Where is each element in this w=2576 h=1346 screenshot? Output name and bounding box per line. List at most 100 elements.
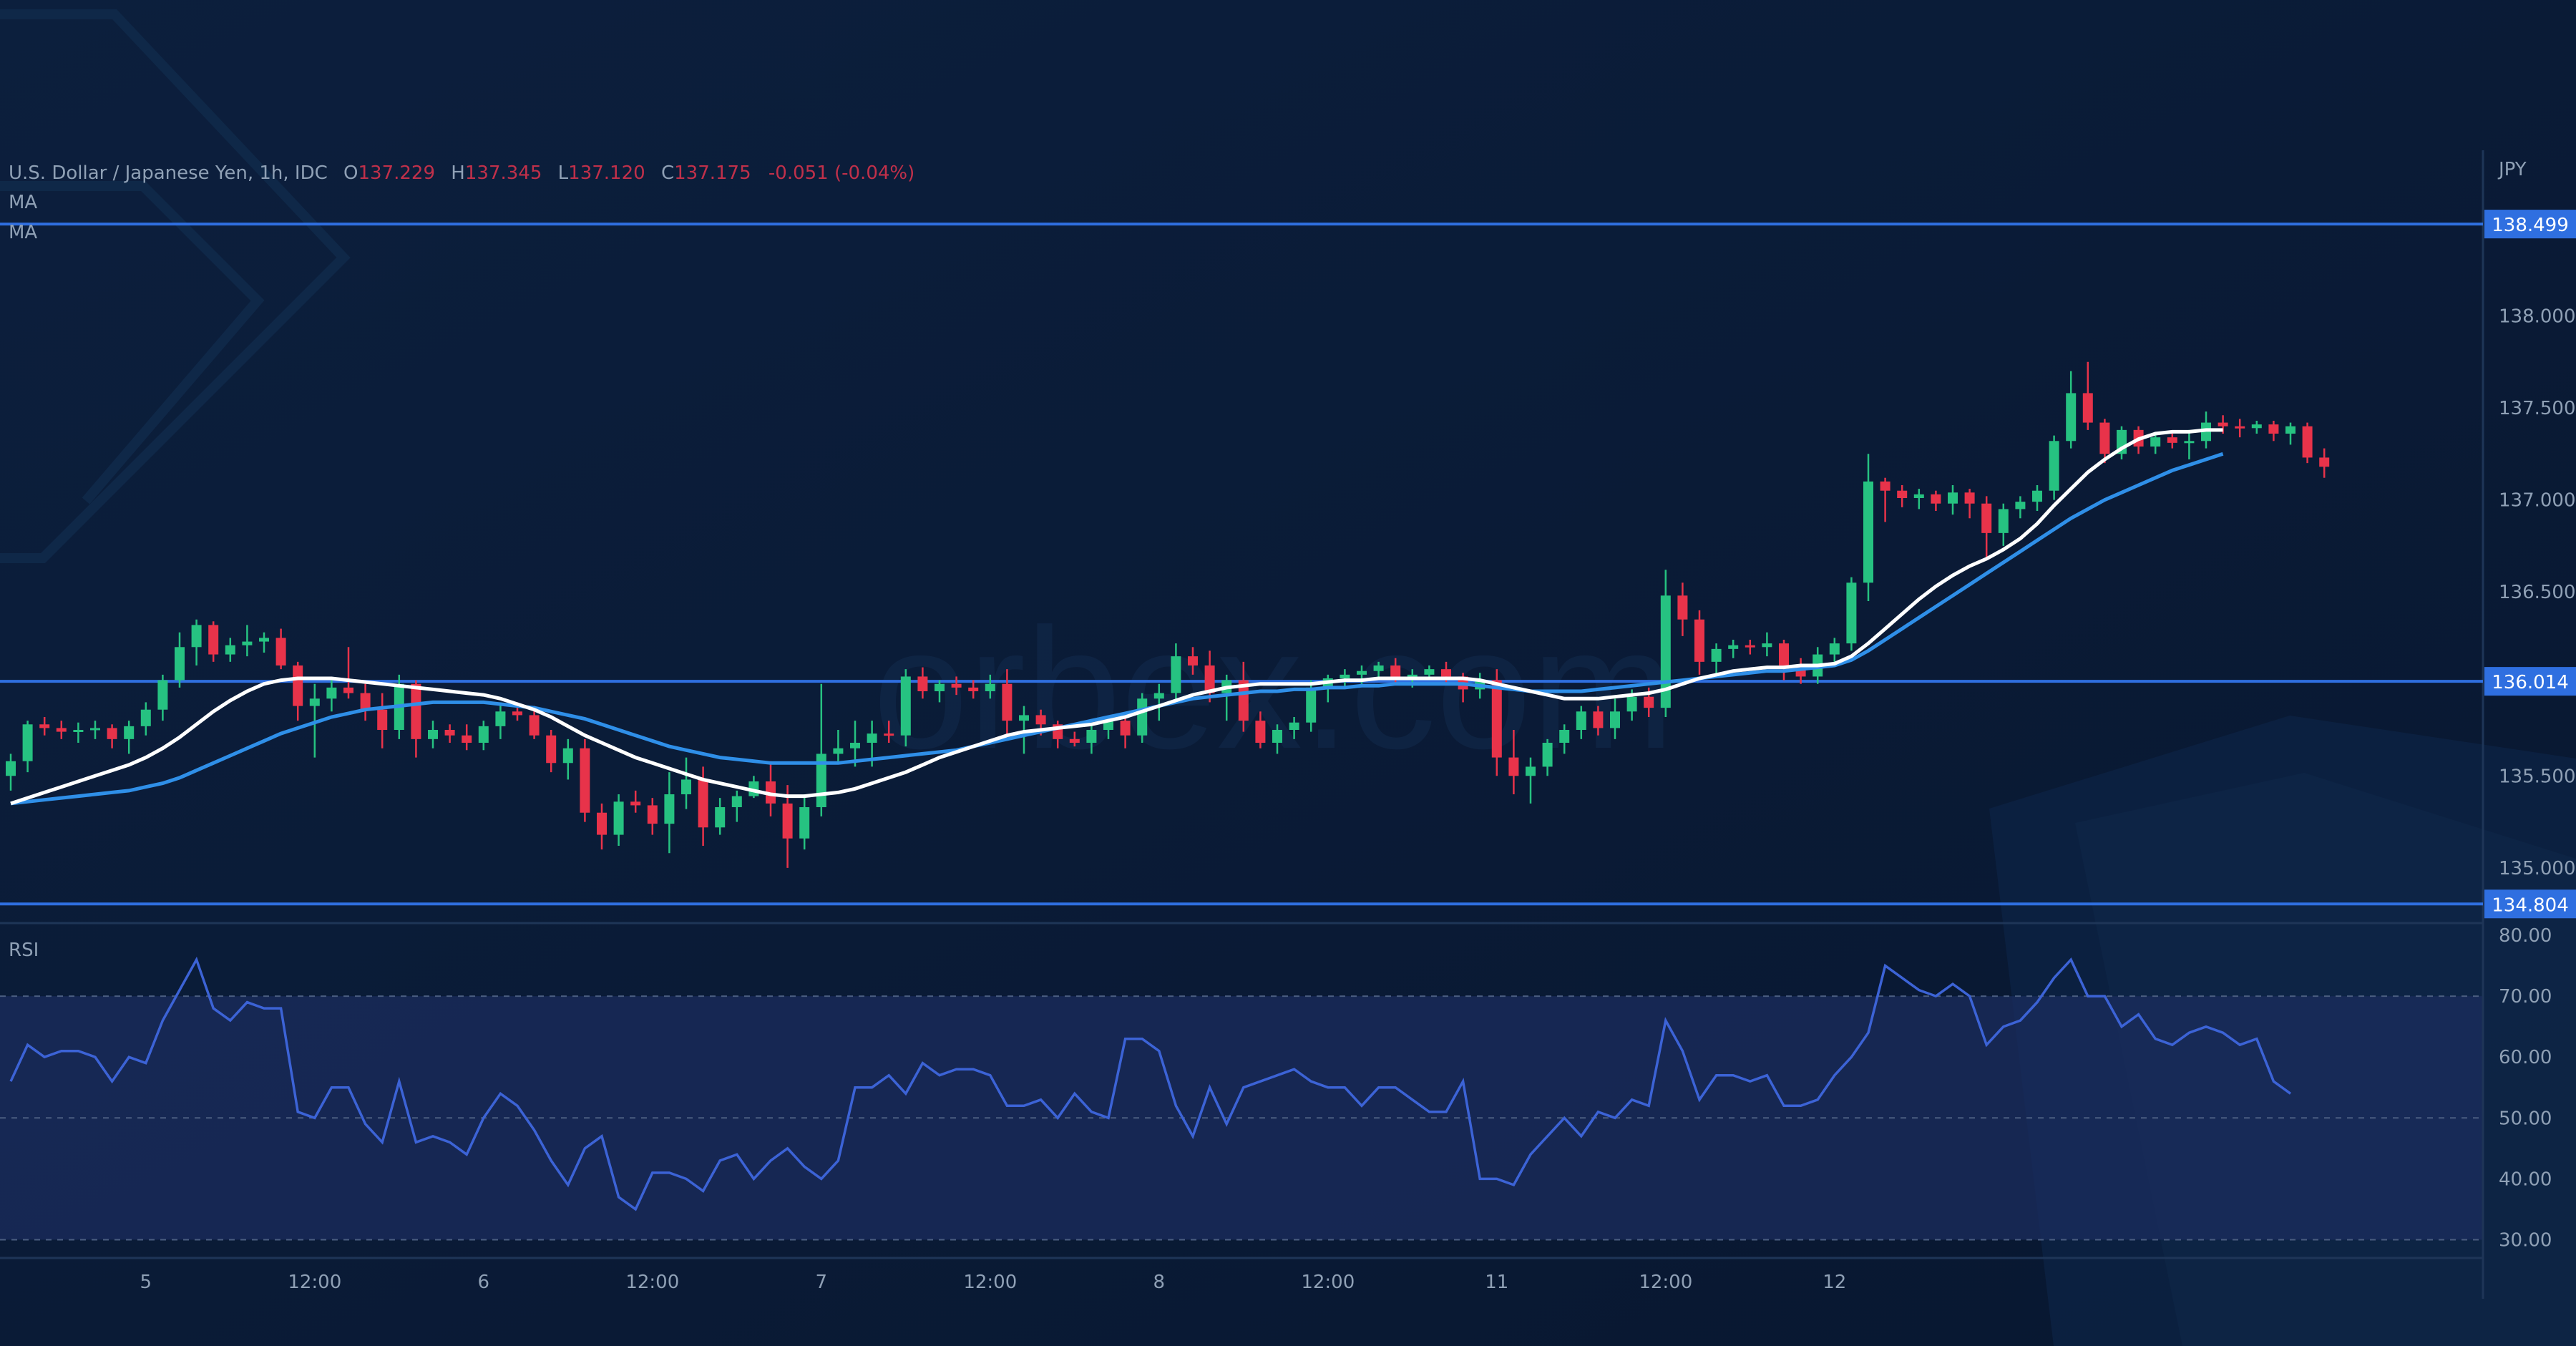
candle-body <box>1491 680 1502 758</box>
candle-body <box>951 683 962 688</box>
candle-body <box>1897 490 1908 498</box>
candle-body <box>2251 424 2262 429</box>
candle-body <box>1610 711 1620 728</box>
candle-body <box>2235 426 2245 429</box>
candle-body <box>124 726 135 739</box>
ma-legend-1: MA <box>9 192 37 213</box>
candle-body <box>1644 696 1654 708</box>
candle-body <box>1542 743 1553 767</box>
candle-body <box>2285 426 2296 434</box>
candle-body <box>343 687 353 693</box>
candle-body <box>917 676 928 691</box>
candle-body <box>1289 722 1299 730</box>
candle-body <box>1373 665 1384 671</box>
time-tick: 5 <box>140 1272 152 1293</box>
candle-body <box>900 676 911 736</box>
candle-body <box>529 715 540 736</box>
candle-body <box>766 781 776 804</box>
rsi-tick: 60.00 <box>2499 1047 2552 1068</box>
ma-legend-2: MA <box>9 222 37 243</box>
candle-body <box>1711 648 1722 662</box>
candle-body <box>1306 687 1317 723</box>
candle-body <box>2066 393 2077 442</box>
candle-body <box>1340 674 1350 678</box>
candle-body <box>647 805 658 824</box>
candle-body <box>1948 492 1958 504</box>
open-label: O <box>343 162 358 184</box>
candle-body <box>2218 422 2228 426</box>
candle-body <box>1880 481 1890 491</box>
rsi-dashed-lines <box>0 995 2483 1241</box>
candle-body <box>444 730 455 736</box>
candle-body <box>1931 494 1941 504</box>
time-tick: 12:00 <box>625 1272 679 1293</box>
price-tick: 136.500 <box>2499 582 2576 603</box>
open-value: 137.229 <box>358 162 436 184</box>
candle-body <box>140 709 151 726</box>
candle-body <box>495 711 506 726</box>
candle-body <box>242 641 253 645</box>
time-tick: 11 <box>1485 1272 1508 1293</box>
change-value: -0.051 (-0.04%) <box>769 162 914 184</box>
low-value: 137.120 <box>568 162 645 184</box>
candle-body <box>731 796 742 807</box>
level-label-box <box>2484 889 2576 919</box>
candle-body <box>1272 730 1282 743</box>
candle-body <box>1204 665 1215 693</box>
level-label-box <box>2484 210 2576 239</box>
candle-body <box>1238 680 1249 721</box>
candle-body <box>1593 711 1604 728</box>
rsi-tick: 80.00 <box>2499 925 2552 947</box>
level-label-box <box>2484 667 2576 696</box>
time-tick: 6 <box>478 1272 490 1293</box>
candle-body <box>1863 481 1873 583</box>
candle-body <box>1069 738 1080 743</box>
candle-body <box>2302 426 2313 458</box>
candle-body <box>512 711 522 716</box>
level-label: 136.014 <box>2492 672 2569 693</box>
candle-body <box>664 794 675 824</box>
candle-body <box>1728 645 1739 649</box>
time-tick: 12:00 <box>288 1272 341 1293</box>
low-label: L <box>558 162 569 184</box>
candle-body <box>428 730 438 739</box>
candle-body <box>2201 422 2211 442</box>
candle-body <box>293 665 303 706</box>
candle-body <box>1086 730 1097 743</box>
candle-body <box>2184 441 2195 444</box>
candle-body <box>1626 696 1637 712</box>
candle-body <box>1508 757 1519 776</box>
candle-body <box>462 735 472 743</box>
candle-body <box>1964 492 1975 504</box>
candle-body <box>208 625 219 655</box>
candle-body <box>56 728 67 732</box>
candle-body <box>1694 619 1704 662</box>
close-value: 137.175 <box>674 162 751 184</box>
rsi-line <box>9 956 2292 1211</box>
time-axis-ticks: 5 12:00 6 12:00 7 12:00 8 12:00 11 12:00 12 <box>140 1272 1847 1293</box>
rsi-tick: 50.00 <box>2499 1108 2552 1129</box>
candle-body <box>1357 670 1367 675</box>
candle-body <box>157 680 168 710</box>
candle-body <box>1829 643 1840 655</box>
candle-body <box>309 698 320 706</box>
candle-body <box>2015 502 2026 509</box>
candle-body <box>1660 595 1671 708</box>
candle-body <box>377 709 388 730</box>
candle-body <box>1998 509 2009 533</box>
rsi-tick: 40.00 <box>2499 1169 2552 1190</box>
candle-body <box>1171 656 1181 693</box>
candle-body <box>326 687 337 699</box>
candle-body <box>715 807 726 828</box>
candle-body <box>2167 437 2177 443</box>
candle-body <box>1188 656 1198 665</box>
high-label: H <box>451 162 465 184</box>
candle-body <box>22 724 33 761</box>
symbol-header: U.S. Dollar / Japanese Yen, 1h, IDC O137… <box>9 162 914 184</box>
ma-fast-line <box>10 428 2223 806</box>
candle-body <box>275 638 286 665</box>
rsi-title: RSI <box>9 940 39 961</box>
candle-body <box>90 728 100 731</box>
symbol-name: U.S. Dollar / Japanese Yen, 1h, IDC <box>9 162 328 184</box>
